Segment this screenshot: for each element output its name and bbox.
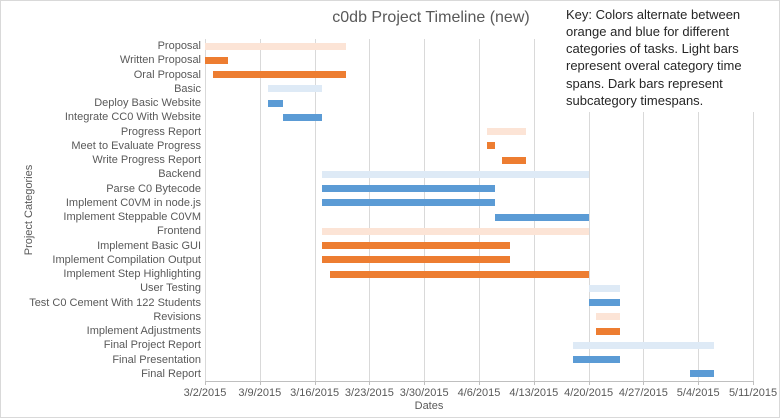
gantt-bar xyxy=(322,227,589,235)
gridline xyxy=(643,39,645,381)
x-axis-tick xyxy=(533,381,535,385)
category-label: Implement Basic GUI xyxy=(97,239,201,252)
gantt-bar xyxy=(322,199,495,207)
gantt-bar xyxy=(486,142,495,150)
gridline xyxy=(205,39,206,381)
x-axis-tick xyxy=(424,381,426,385)
gantt-bar xyxy=(322,170,589,178)
category-label: Implement Step Highlighting xyxy=(63,268,201,281)
x-axis-tick xyxy=(588,381,590,385)
gantt-bar xyxy=(322,242,511,250)
x-axis-title: Dates xyxy=(414,400,444,412)
category-label: Parse C0 Bytecode xyxy=(106,182,201,195)
gantt-bar xyxy=(205,42,346,50)
category-label: Oral Proposal xyxy=(133,68,201,81)
x-tick-label: 3/9/2015 xyxy=(238,387,282,399)
category-label: Written Proposal xyxy=(119,54,201,67)
gantt-bar xyxy=(596,327,620,335)
category-label: Deploy Basic Website xyxy=(94,97,201,110)
category-label: Final Report xyxy=(141,367,201,380)
x-tick-label: 5/4/2015 xyxy=(676,387,720,399)
gantt-bar xyxy=(596,313,620,321)
category-label: Implement Compilation Output xyxy=(52,253,201,266)
x-axis-tick xyxy=(753,381,754,385)
x-tick-label: 3/2/2015 xyxy=(183,387,227,399)
gantt-bar xyxy=(267,85,323,93)
gantt-bar xyxy=(690,370,714,378)
gridline xyxy=(259,39,261,381)
gantt-bar xyxy=(486,128,526,136)
gantt-bar xyxy=(572,356,620,364)
x-tick-label: 4/20/2015 xyxy=(564,387,614,399)
category-label: Basic xyxy=(174,82,201,95)
gantt-bar xyxy=(322,185,495,193)
chart-title: c0db Project Timeline (new) xyxy=(332,9,530,26)
category-label: Implement Adjustments xyxy=(86,325,201,338)
category-label: Proposal xyxy=(157,40,201,53)
x-axis-tick xyxy=(259,381,261,385)
legend-key-note: Key: Colors alternate between orange and… xyxy=(558,3,779,112)
x-axis-tick xyxy=(205,381,206,385)
x-tick-label: 4/27/2015 xyxy=(618,387,668,399)
gridline xyxy=(369,39,371,381)
gantt-bar xyxy=(322,256,511,264)
x-tick-label: 3/23/2015 xyxy=(344,387,394,399)
x-axis-line xyxy=(205,381,754,382)
gridline xyxy=(753,39,754,381)
category-label: Final Presentation xyxy=(112,353,201,366)
gantt-bar xyxy=(212,71,346,79)
category-label: Meet to Evaluate Progress xyxy=(71,139,201,152)
category-label: Implement Steppable C0VM xyxy=(63,211,201,224)
category-label: Final Project Report xyxy=(103,339,201,352)
gantt-bar xyxy=(502,156,526,164)
gantt-bar xyxy=(283,113,323,121)
x-axis-tick xyxy=(643,381,645,385)
gantt-bar xyxy=(588,284,620,292)
category-label: User Testing xyxy=(140,282,201,295)
gridline xyxy=(424,39,426,381)
category-label: Write Progress Report xyxy=(92,154,201,167)
x-axis-tick xyxy=(369,381,371,385)
category-label: Backend xyxy=(158,168,201,181)
x-tick-label: 4/6/2015 xyxy=(457,387,501,399)
x-axis-tick xyxy=(479,381,480,385)
category-label: Test C0 Cement With 122 Students xyxy=(29,296,201,309)
x-tick-label: 5/11/2015 xyxy=(728,387,778,399)
gridline xyxy=(314,39,316,381)
gantt-bar xyxy=(588,299,620,307)
category-label: Integrate CC0 With Website xyxy=(64,111,201,124)
gridline xyxy=(533,39,535,381)
category-label: Frontend xyxy=(156,225,201,238)
category-label: Progress Report xyxy=(120,125,201,138)
gantt-bar xyxy=(494,213,589,221)
gridline xyxy=(479,39,480,381)
gantt-bar xyxy=(267,99,284,107)
gantt-bar xyxy=(330,270,589,278)
x-axis-tick xyxy=(314,381,316,385)
category-label: Implement C0VM in node.js xyxy=(65,196,201,209)
gridline xyxy=(588,39,590,381)
x-tick-label: 3/16/2015 xyxy=(290,387,340,399)
x-tick-label: 4/13/2015 xyxy=(509,387,559,399)
gridline xyxy=(698,39,700,381)
gantt-bar xyxy=(205,56,229,64)
x-tick-label: 3/30/2015 xyxy=(399,387,449,399)
category-label: Revisions xyxy=(153,310,201,323)
x-axis-tick xyxy=(698,381,700,385)
gantt-bar xyxy=(572,341,714,349)
